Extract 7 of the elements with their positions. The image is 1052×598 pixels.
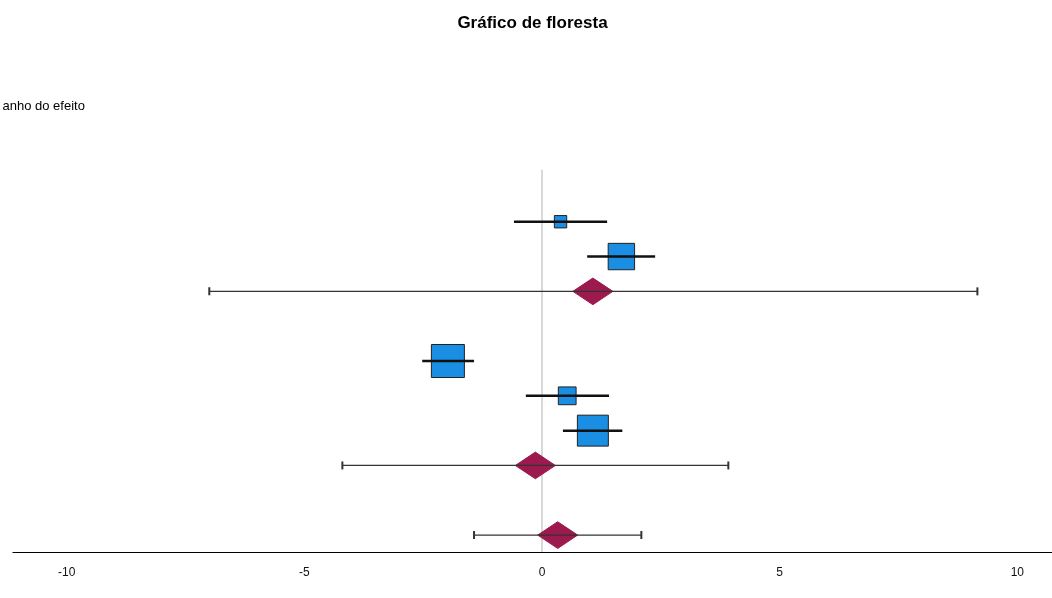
x-tick-label: -5 <box>299 564 311 579</box>
x-tick-label: 0 <box>538 564 546 579</box>
x-tick-label: 10 <box>1010 564 1025 579</box>
x-tick-label: -10 <box>58 564 76 579</box>
x-tick-label: 5 <box>776 564 784 579</box>
text: anho do efeito <box>2 97 85 113</box>
chart-title: Gráfico de floresta <box>457 13 609 32</box>
